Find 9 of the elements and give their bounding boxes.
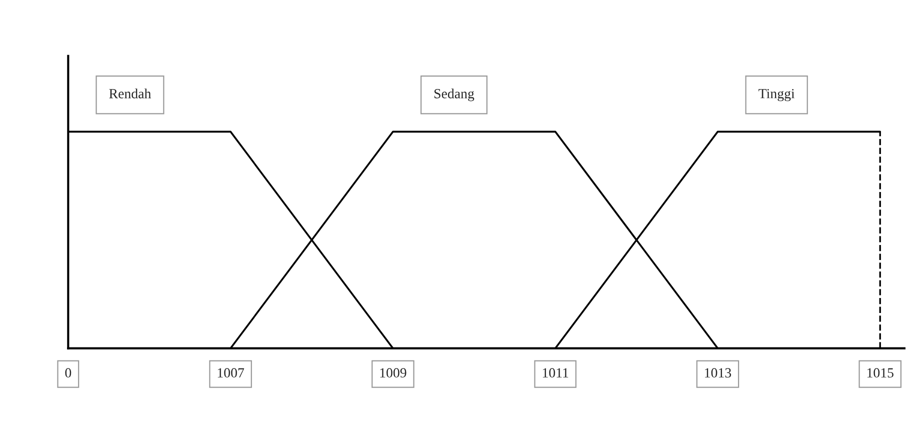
x-tick-label: 1011 (542, 368, 568, 378)
x-tick-label: 1015 (867, 368, 894, 378)
x-tick-label: 1009 (380, 368, 406, 378)
text: Sedang (434, 88, 474, 102)
x-tick-label: 0 (65, 368, 72, 378)
text: Tinggi (758, 88, 795, 102)
text: Rendah (109, 88, 152, 98)
x-tick-label: 1007 (218, 368, 244, 378)
x-tick-label: 1013 (705, 368, 732, 378)
